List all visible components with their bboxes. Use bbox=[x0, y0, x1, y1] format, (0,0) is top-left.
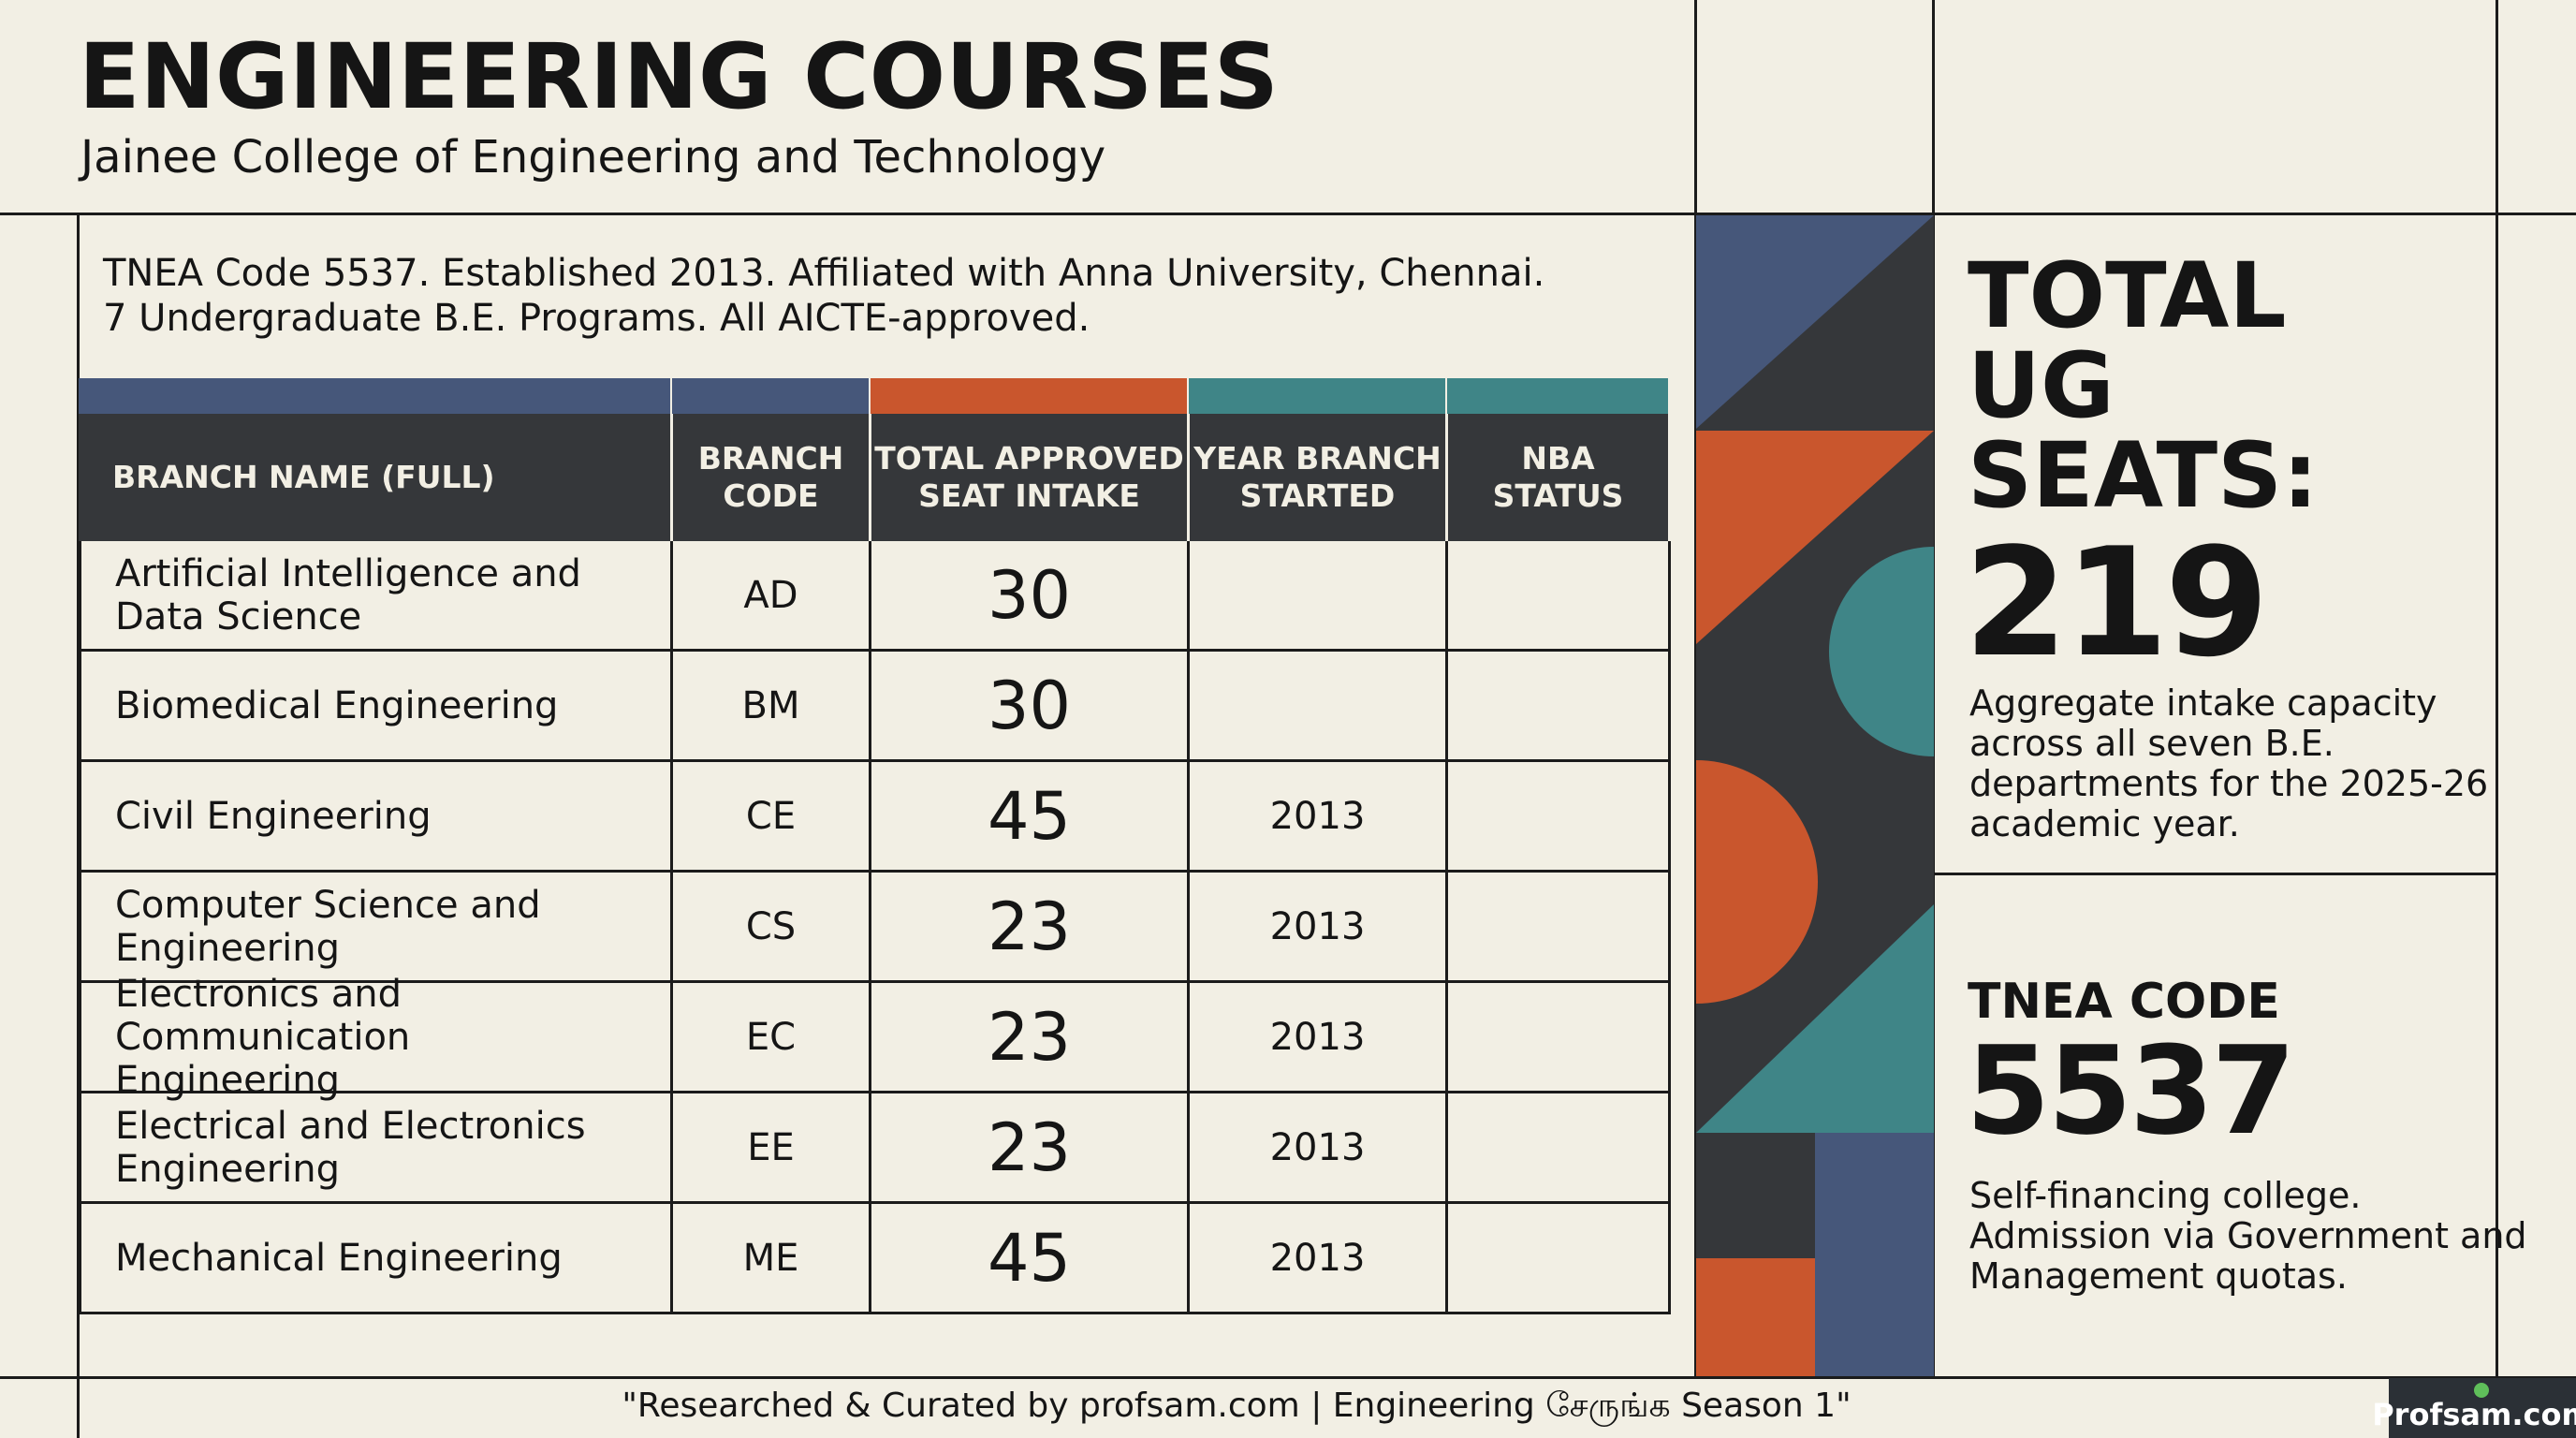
header-nba-status: NBA STATUS bbox=[1445, 414, 1668, 541]
header-branch-code: BRANCH CODE bbox=[670, 414, 869, 541]
branch-name-text: Biomedical Engineering bbox=[115, 683, 559, 727]
intro-text: TNEA Code 5537. Established 2013. Affili… bbox=[103, 251, 1544, 341]
footer-credit: "Researched & Curated by profsam.com | E… bbox=[622, 1387, 1852, 1425]
branch-name-text: Electrical and Electronics bbox=[115, 1104, 586, 1148]
branch-name-cell: Computer Science and Engineering bbox=[79, 873, 673, 983]
branch-name-cell: Artificial Intelligence and Data Science bbox=[79, 541, 673, 652]
seat-intake-cell: 23 bbox=[871, 983, 1190, 1093]
description-line: academic year. bbox=[1969, 803, 2240, 844]
accent-navy bbox=[672, 378, 869, 414]
branch-name-text: Artificial Intelligence and bbox=[115, 551, 581, 595]
branch-name-text: Engineering bbox=[115, 1058, 340, 1102]
branch-name-text: Engineering bbox=[115, 926, 340, 970]
tnea-code-label: TNEA CODE bbox=[1968, 974, 2280, 1030]
description-line: Management quotas. bbox=[1969, 1255, 2348, 1297]
description-line: Admission via Government and bbox=[1969, 1215, 2527, 1256]
year-started-cell: 2013 bbox=[1190, 1093, 1448, 1204]
profsam-logo[interactable]: Profsam.com bbox=[2372, 1378, 2576, 1438]
seat-intake-cell: 23 bbox=[871, 873, 1190, 983]
branch-code-cell: EC bbox=[673, 983, 871, 1093]
frame-line-panel-split bbox=[1932, 873, 2497, 875]
frame-line-far-right bbox=[2496, 0, 2498, 1378]
branch-name-cell: Biomedical Engineering bbox=[79, 652, 673, 762]
year-started-cell: 2013 bbox=[1190, 873, 1448, 983]
heading-line: SEATS: bbox=[1968, 423, 2319, 528]
page-title: ENGINEERING COURSES bbox=[79, 24, 1279, 129]
admission-description: Self-financing college. Admission via Go… bbox=[1969, 1176, 2527, 1297]
intro-line: 7 Undergraduate B.E. Programs. All AICTE… bbox=[103, 297, 1090, 340]
page-subtitle: Jainee College of Engineering and Techno… bbox=[80, 131, 1106, 183]
header-label: BRANCH NAME (FULL) bbox=[112, 459, 495, 495]
intro-line: TNEA Code 5537. Established 2013. Affili… bbox=[103, 252, 1545, 295]
header-label: SEAT INTAKE bbox=[918, 477, 1140, 514]
seat-intake-cell: 30 bbox=[871, 541, 1190, 652]
branch-name-cell: Electronics and Communication Engineering bbox=[79, 973, 673, 1102]
branch-name-text: Mechanical Engineering bbox=[115, 1236, 563, 1280]
seat-intake-cell: 23 bbox=[871, 1093, 1190, 1204]
branch-code-cell: EE bbox=[673, 1093, 871, 1204]
accent-teal bbox=[1189, 378, 1445, 414]
header-label: STATUS bbox=[1492, 477, 1624, 514]
nba-status-cell bbox=[1448, 541, 1671, 652]
header-label: BRANCH bbox=[697, 440, 844, 477]
seat-intake-cell: 30 bbox=[871, 652, 1190, 762]
branch-code-cell: BM bbox=[673, 652, 871, 762]
accent-teal bbox=[1447, 378, 1668, 414]
branch-name-cell: Civil Engineering bbox=[79, 762, 673, 873]
header-label: CODE bbox=[723, 477, 819, 514]
nba-status-cell bbox=[1448, 1093, 1671, 1204]
seat-intake-cell: 45 bbox=[871, 1204, 1190, 1314]
header-label: NBA bbox=[1521, 440, 1595, 477]
total-seats-value: 219 bbox=[1964, 515, 2269, 690]
header-label: TOTAL APPROVED bbox=[874, 440, 1184, 477]
header-seat-intake: TOTAL APPROVED SEAT INTAKE bbox=[869, 414, 1187, 541]
frame-line-left bbox=[77, 213, 80, 1438]
nba-status-cell bbox=[1448, 652, 1671, 762]
description-line: Self-financing college. bbox=[1969, 1175, 2362, 1216]
nba-status-cell bbox=[1448, 762, 1671, 873]
frame-line-header bbox=[0, 213, 2576, 215]
branch-name-text: Civil Engineering bbox=[115, 794, 432, 838]
branch-code-cell: ME bbox=[673, 1204, 871, 1314]
branch-name-text: Electronics and Communication bbox=[115, 972, 411, 1059]
heading-line: TOTAL bbox=[1968, 243, 2287, 348]
heading-line: UG bbox=[1968, 333, 2115, 438]
description-line: across all seven B.E. bbox=[1969, 723, 2334, 764]
branch-name-text: Engineering bbox=[115, 1147, 340, 1191]
header-year-started: YEAR BRANCH STARTED bbox=[1187, 414, 1445, 541]
branch-name-text: Data Science bbox=[115, 594, 362, 638]
year-started-cell bbox=[1190, 652, 1448, 762]
tnea-code-value: 5537 bbox=[1966, 1020, 2296, 1162]
header-branch-name: BRANCH NAME (FULL) bbox=[79, 414, 670, 541]
nba-status-cell bbox=[1448, 873, 1671, 983]
total-seats-heading: TOTAL UG SEATS: bbox=[1968, 251, 2319, 521]
year-started-cell: 2013 bbox=[1190, 983, 1448, 1093]
seat-intake-cell: 45 bbox=[871, 762, 1190, 873]
nba-status-cell bbox=[1448, 1204, 1671, 1314]
logo-icon bbox=[2474, 1383, 2489, 1398]
branch-name-text: Computer Science and bbox=[115, 883, 541, 927]
frame-line-mid bbox=[1694, 0, 1697, 1378]
logo-text: Profsam.com bbox=[2372, 1397, 2576, 1432]
year-started-cell bbox=[1190, 541, 1448, 652]
description-line: departments for the 2025-26 bbox=[1969, 763, 2489, 804]
branch-code-cell: CS bbox=[673, 873, 871, 983]
frame-line-footer bbox=[0, 1376, 2576, 1379]
branch-name-cell: Electrical and Electronics Engineering bbox=[79, 1093, 673, 1204]
year-started-cell: 2013 bbox=[1190, 1204, 1448, 1314]
header-label: STARTED bbox=[1239, 477, 1396, 514]
header-label: YEAR BRANCH bbox=[1193, 440, 1442, 477]
geometric-pattern bbox=[1696, 215, 1934, 1376]
total-seats-description: Aggregate intake capacity across all sev… bbox=[1969, 683, 2488, 844]
branch-name-cell: Mechanical Engineering bbox=[79, 1204, 673, 1314]
year-started-cell: 2013 bbox=[1190, 762, 1448, 873]
branch-code-cell: AD bbox=[673, 541, 871, 652]
description-line: Aggregate intake capacity bbox=[1969, 682, 2437, 724]
accent-orange bbox=[871, 378, 1187, 414]
branch-code-cell: CE bbox=[673, 762, 871, 873]
nba-status-cell bbox=[1448, 983, 1671, 1093]
accent-navy bbox=[79, 378, 670, 414]
